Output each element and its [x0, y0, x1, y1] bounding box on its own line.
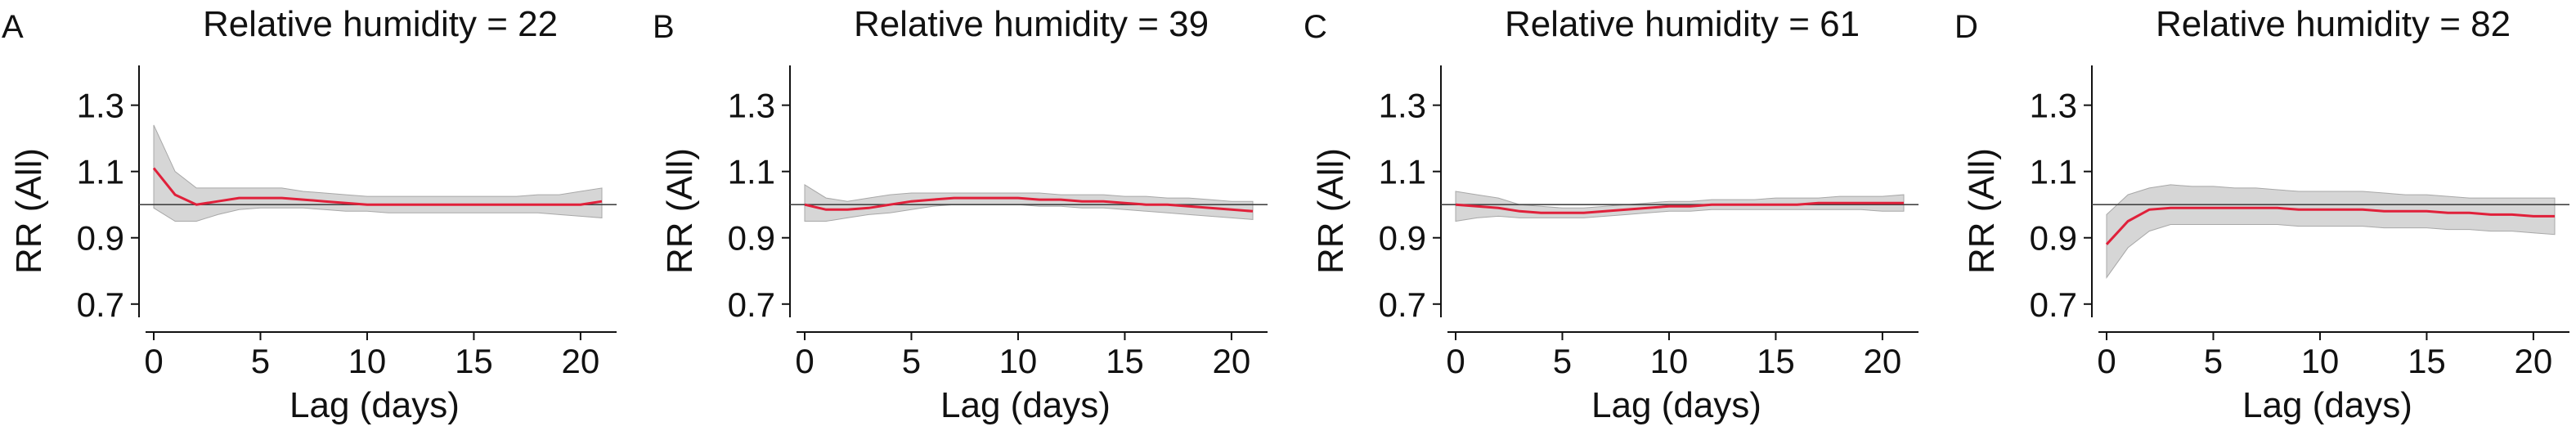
- panel-title: Relative humidity = 22: [203, 4, 558, 44]
- x-tick-label: 5: [2204, 342, 2223, 380]
- x-tick-label: 0: [1446, 342, 1465, 380]
- rr-estimate-line: [2105, 206, 2555, 245]
- x-tick-label: 15: [455, 342, 493, 380]
- y-tick-label: 0.9: [77, 219, 124, 258]
- panel-b: B Relative humidity = 39 0.7 0.9 1.1 1.3 0 5 1…: [653, 4, 1268, 425]
- x-tick-label: 0: [2097, 342, 2116, 380]
- plot-area: 0.7 0.9 1.1 1.3 0 5 10 15 20: [77, 65, 617, 380]
- x-tick-label: 5: [1553, 342, 1572, 380]
- rr-estimate-line: [804, 196, 1254, 213]
- y-axis-label: RR (All): [1311, 148, 1351, 274]
- y-tick-label: 0.9: [2030, 219, 2077, 258]
- y-tick-label: 1.1: [728, 153, 775, 191]
- y-axis-label: RR (All): [1962, 148, 2002, 274]
- panel-d: D Relative humidity = 82 0.7 0.9 1.1 1.3 0 5 1…: [1954, 4, 2569, 425]
- panel-title: Relative humidity = 61: [1505, 4, 1860, 44]
- x-tick-label: 15: [1757, 342, 1795, 380]
- panel-letter: A: [2, 9, 24, 45]
- x-tick-label: 5: [251, 342, 270, 380]
- x-tick-label: 10: [348, 342, 387, 380]
- rr-estimate-line: [1455, 201, 1904, 214]
- panel-letter: C: [1304, 9, 1327, 45]
- panel-title: Relative humidity = 82: [2156, 4, 2511, 44]
- panel-title: Relative humidity = 39: [854, 4, 1209, 44]
- x-axis-label: Lag (days): [2242, 385, 2412, 425]
- x-tick-label: 10: [1650, 342, 1689, 380]
- plot-area: 0.7 0.9 1.1 1.3 0 5 10 15 20: [2030, 65, 2569, 380]
- x-tick-label: 5: [902, 342, 921, 380]
- x-tick-label: 20: [2515, 342, 2553, 380]
- x-tick-label: 15: [1106, 342, 1144, 380]
- panel-a: A Relative humidity = 22 0.7 0.9 1.1 1.3 0 5 1…: [2, 4, 617, 425]
- panel-letter: B: [653, 9, 675, 45]
- x-tick-label: 10: [2301, 342, 2340, 380]
- y-tick-label: 1.3: [2030, 87, 2077, 125]
- x-tick-label: 10: [999, 342, 1038, 380]
- y-tick-label: 1.3: [77, 87, 124, 125]
- y-axis-label: RR (All): [9, 148, 49, 274]
- y-tick-label: 1.3: [728, 87, 775, 125]
- x-axis-label: Lag (days): [940, 385, 1111, 425]
- y-tick-label: 0.9: [728, 219, 775, 258]
- x-tick-label: 0: [795, 342, 814, 380]
- confidence-band: [2106, 184, 2556, 279]
- y-tick-label: 0.7: [728, 285, 775, 324]
- y-tick-label: 1.1: [1379, 153, 1426, 191]
- y-axis-label: RR (All): [660, 148, 700, 274]
- y-tick-label: 1.1: [2030, 153, 2077, 191]
- plot-area: 0.7 0.9 1.1 1.3 0 5 10 15 20: [728, 65, 1268, 380]
- y-tick-label: 1.3: [1379, 87, 1426, 125]
- y-tick-label: 0.7: [2030, 285, 2077, 324]
- x-tick-label: 20: [1864, 342, 1902, 380]
- y-tick-label: 1.1: [77, 153, 124, 191]
- y-tick-label: 0.9: [1379, 219, 1426, 258]
- y-tick-label: 0.7: [77, 285, 124, 324]
- plot-area: 0.7 0.9 1.1 1.3 0 5 10 15 20: [1379, 65, 1919, 380]
- rr-estimate-line: [152, 167, 603, 206]
- x-tick-label: 0: [144, 342, 163, 380]
- x-tick-label: 20: [1213, 342, 1251, 380]
- y-tick-label: 0.7: [1379, 285, 1426, 324]
- confidence-band: [804, 184, 1254, 222]
- x-tick-label: 15: [2408, 342, 2446, 380]
- x-axis-label: Lag (days): [1591, 385, 1761, 425]
- confidence-band: [153, 124, 603, 222]
- x-axis-label: Lag (days): [289, 385, 460, 425]
- panel-c: C Relative humidity = 61 0.7 0.9 1.1 1.3 0 5 1…: [1304, 4, 1919, 425]
- x-tick-label: 20: [562, 342, 600, 380]
- panel-letter: D: [1954, 9, 1978, 45]
